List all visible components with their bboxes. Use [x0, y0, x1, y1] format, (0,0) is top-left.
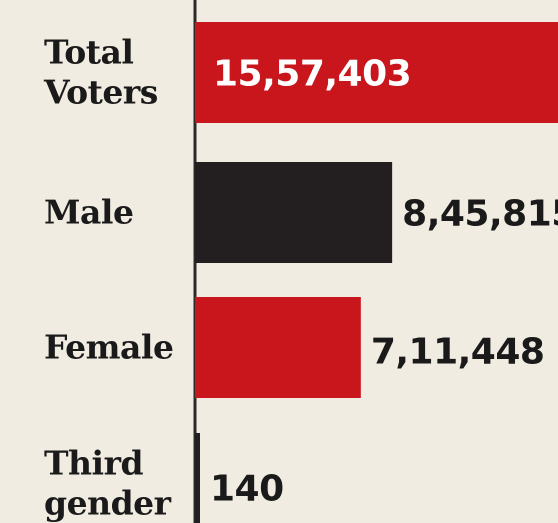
value-label-2: 7,11,448	[371, 332, 545, 373]
category-label-line: Voters	[43, 73, 158, 112]
category-label-line: gender	[44, 484, 172, 523]
category-label-0: Total Voters	[43, 33, 158, 112]
bar-0	[195, 22, 558, 123]
value-label-0: 15,57,403	[213, 54, 411, 95]
category-label-2: Female	[44, 328, 173, 367]
category-label-line: Male	[44, 193, 133, 232]
bar-3	[195, 433, 200, 523]
category-label-line: Female	[44, 328, 173, 367]
category-label-line: Third	[44, 444, 143, 483]
value-label-1: 8,45,815	[402, 194, 558, 235]
bar-1	[195, 162, 393, 263]
bar-2	[195, 297, 361, 398]
value-label-3: 140	[210, 469, 284, 510]
category-label-3: Third gender	[44, 444, 172, 523]
category-label-line: Total	[44, 33, 133, 72]
category-label-1: Male	[44, 193, 133, 232]
